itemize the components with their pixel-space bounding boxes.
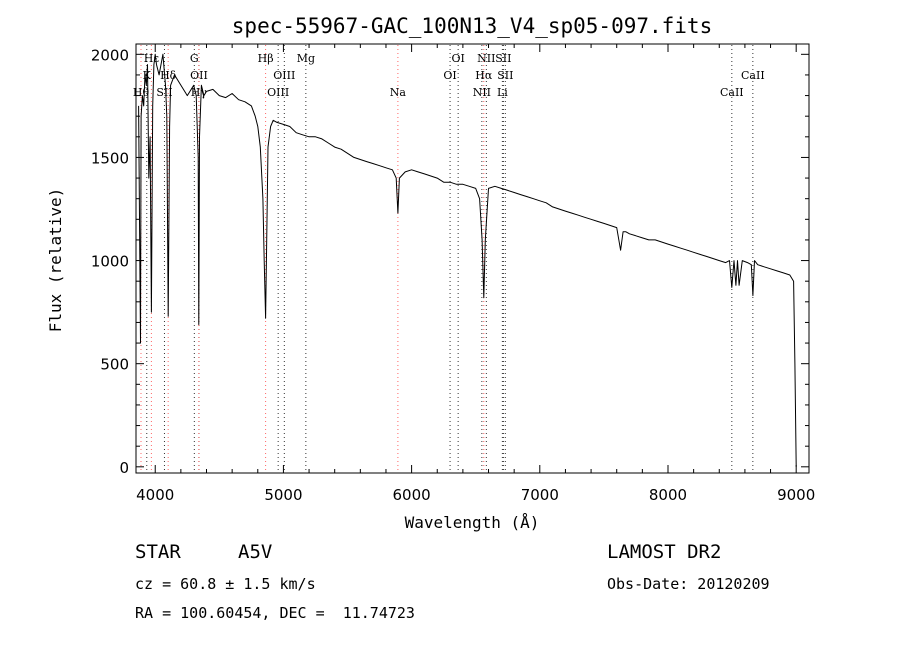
line-label: Na: [390, 86, 407, 99]
spectrum-line: [138, 53, 797, 467]
x-tick-label: 7000: [521, 486, 559, 504]
line-label: Hγ: [191, 86, 208, 99]
x-tick-label: 9000: [777, 486, 815, 504]
line-label: Hβ: [258, 52, 274, 65]
plot-frame: [135, 43, 810, 474]
x-tick-label: 4000: [136, 486, 174, 504]
line-label: G: [190, 52, 199, 65]
line-label: SII: [495, 52, 511, 65]
survey-name: LAMOST DR2: [607, 541, 722, 563]
line-label: CaII: [741, 69, 765, 82]
y-tick-label: 2000: [91, 46, 129, 64]
line-label: NII: [473, 86, 491, 99]
y-tick-label: 1000: [91, 253, 129, 271]
y-tick-label: 1500: [91, 149, 129, 167]
coordinates: RA = 100.60454, DEC = 11.74723: [135, 604, 415, 622]
line-label: Hα: [475, 69, 493, 82]
object-type: STAR: [135, 541, 181, 563]
x-axis-label: Wavelength (Å): [405, 513, 540, 532]
chart-title: spec-55967-GAC_100N13_V4_sp05-097.fits: [232, 14, 712, 38]
obs-date: Obs-Date: 20120209: [607, 575, 770, 593]
line-label: CaII: [720, 86, 744, 99]
line-label: Mg: [297, 52, 315, 65]
line-label: Hθ: [133, 86, 150, 99]
line-label: Li: [497, 86, 508, 99]
line-label: Hε: [144, 52, 160, 65]
axes: 4000 5000 6000 7000 8000 9000 0 500 1000 1500 2000: [91, 44, 815, 504]
x-tick-label: 6000: [393, 486, 431, 504]
y-tick-label: 500: [100, 356, 129, 374]
line-label: Hδ: [160, 69, 177, 82]
y-axis-label: Flux (relative): [46, 188, 65, 333]
line-label: SII: [497, 69, 513, 82]
line-label: OII: [190, 69, 208, 82]
line-label: OI: [443, 69, 456, 82]
line-label: NII: [477, 52, 495, 65]
x-tick-label: 5000: [264, 486, 302, 504]
y-tick-label: 0: [119, 459, 129, 477]
line-label: K: [143, 69, 152, 82]
line-markers: [140, 45, 754, 473]
line-label: OI: [451, 52, 464, 65]
x-tick-label: 8000: [649, 486, 687, 504]
spectrum: [138, 53, 797, 467]
line-label: OIII: [267, 86, 289, 99]
line-label: OIII: [273, 69, 295, 82]
line-label: SII: [156, 86, 172, 99]
subclass: A5V: [238, 541, 273, 563]
velocity: cz = 60.8 ± 1.5 km/s: [135, 575, 316, 593]
